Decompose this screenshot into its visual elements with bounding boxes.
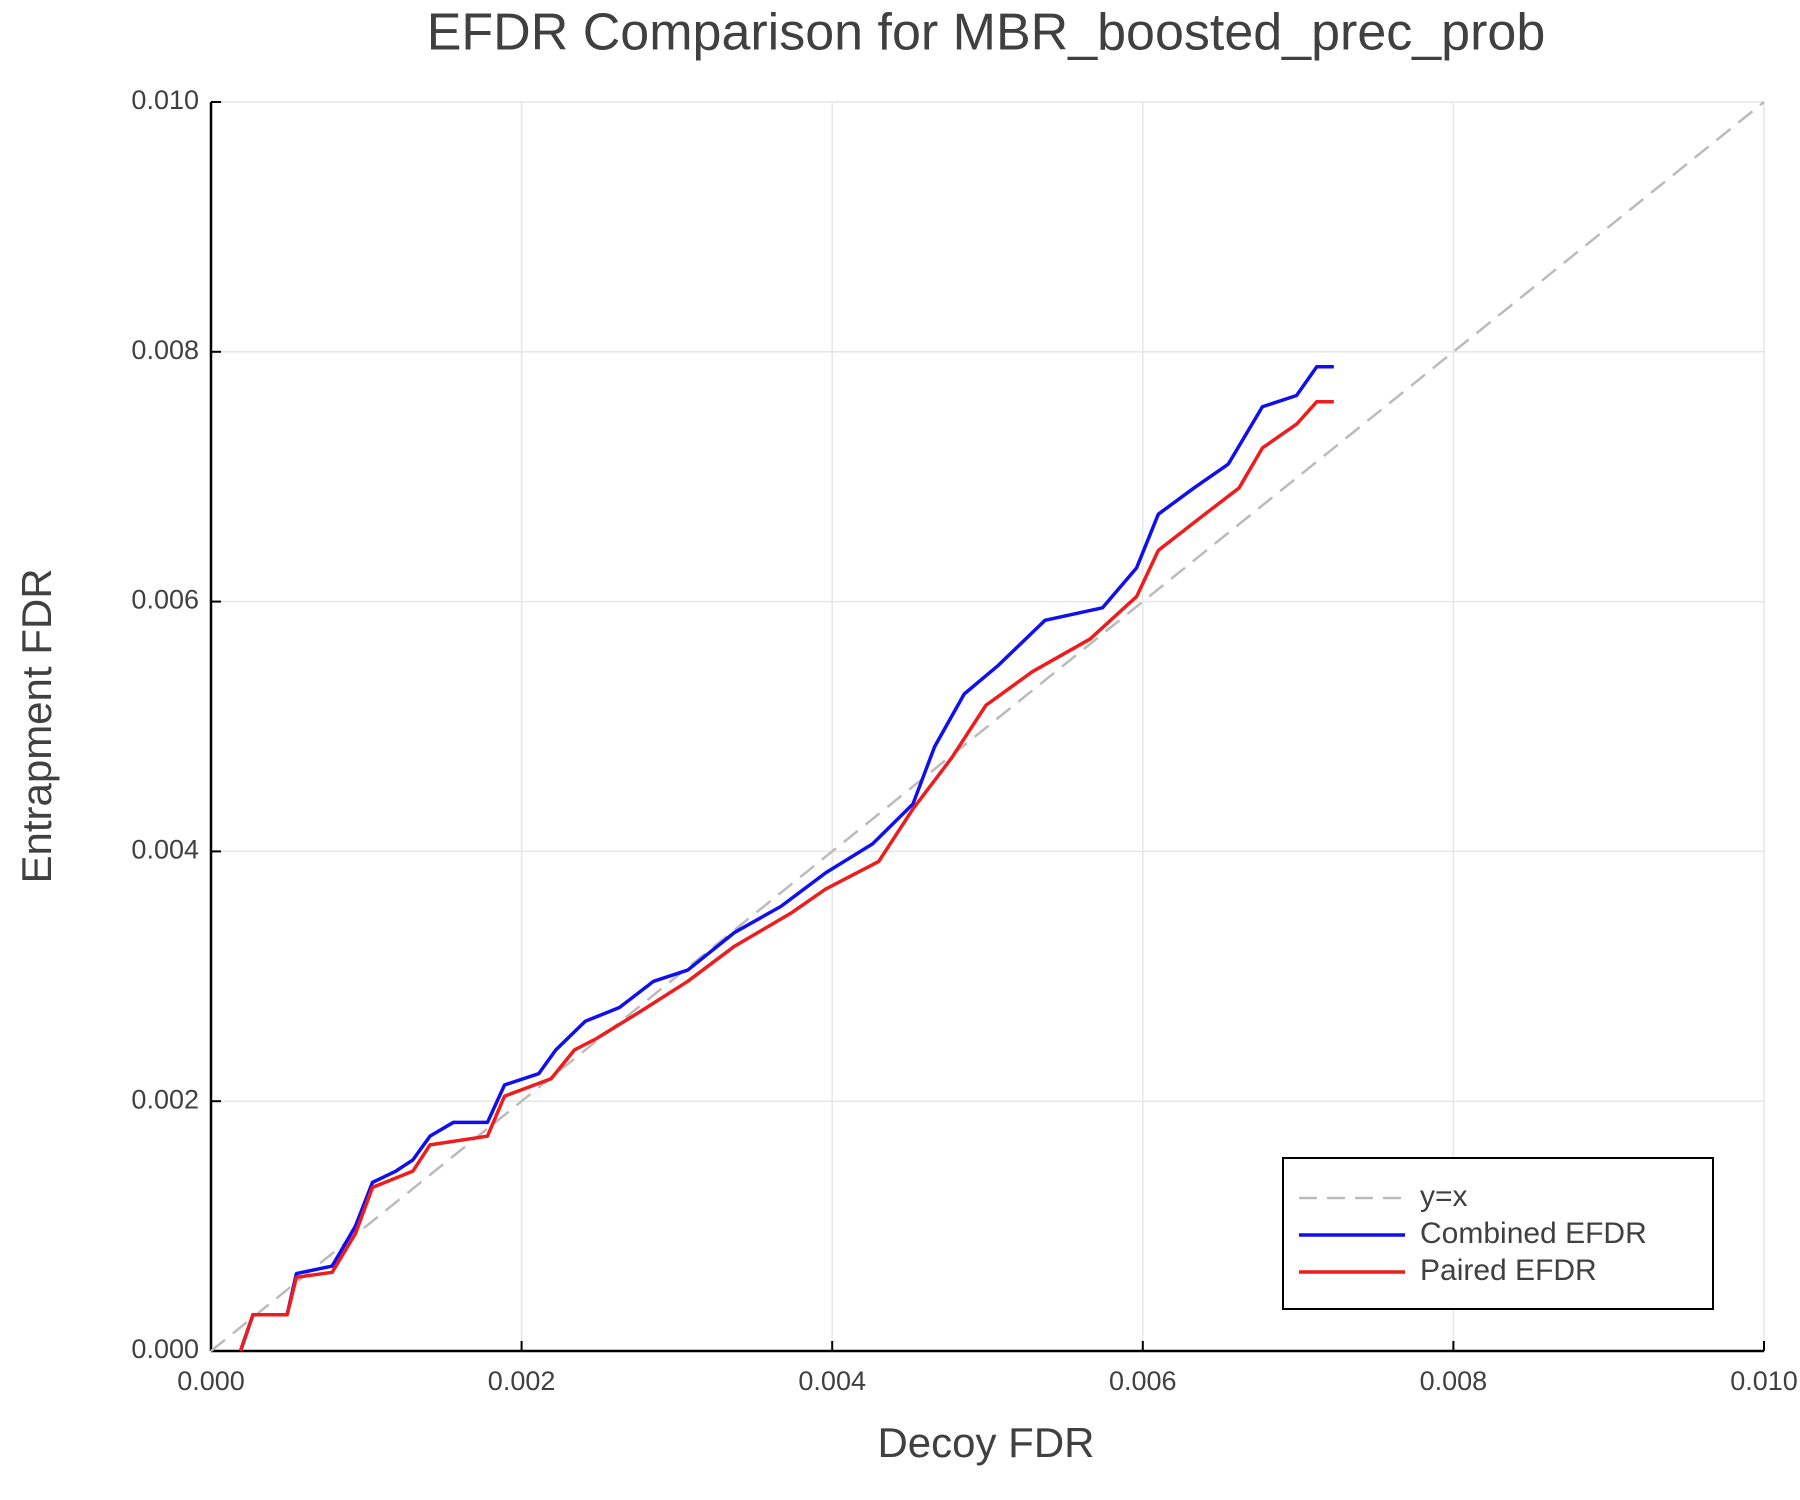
legend-label: y=x (1420, 1180, 1468, 1213)
y-tick-label: 0.000 (131, 1334, 199, 1364)
series-line (238, 365, 1334, 1352)
series-line (210, 101, 1765, 1352)
x-tick-label: 0.010 (1730, 1366, 1798, 1396)
y-tick-label: 0.008 (131, 335, 199, 365)
legend-label: Combined EFDR (1420, 1217, 1647, 1250)
x-tick-label: 0.006 (1109, 1366, 1177, 1396)
y-tick-label: 0.006 (131, 585, 199, 615)
series-line (238, 400, 1334, 1352)
x-tick-label: 0.000 (177, 1366, 245, 1396)
x-axis-label: Decoy FDR (877, 1419, 1094, 1466)
chart-title: EFDR Comparison for MBR_boosted_prec_pro… (427, 4, 1546, 62)
y-tick-label: 0.004 (131, 835, 199, 865)
y-axis-label: Entrapment FDR (13, 568, 60, 883)
legend-label: Paired EFDR (1420, 1254, 1597, 1287)
y-tick-label: 0.002 (131, 1084, 199, 1114)
x-tick-label: 0.002 (488, 1366, 556, 1396)
y-tick-label: 0.010 (131, 85, 199, 115)
x-tick-label: 0.004 (798, 1366, 866, 1396)
x-tick-label: 0.008 (1420, 1366, 1488, 1396)
